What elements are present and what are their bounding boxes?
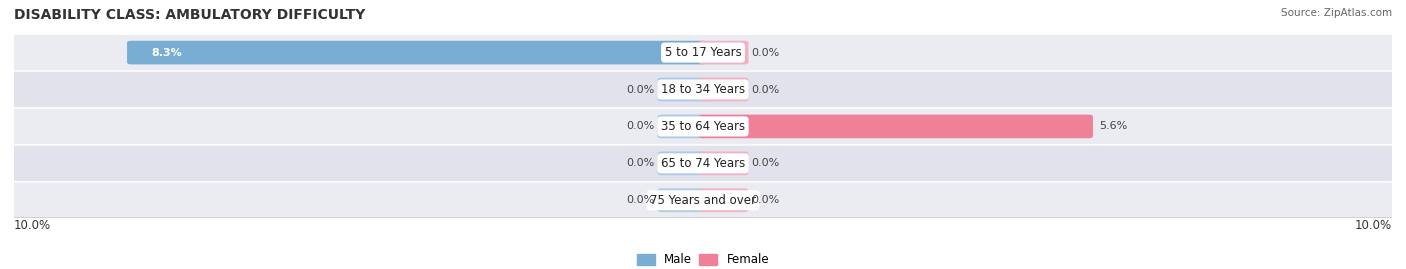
Text: 0.0%: 0.0% [751,84,779,94]
FancyBboxPatch shape [699,78,748,101]
Text: 0.0%: 0.0% [751,48,779,58]
Legend: Male, Female: Male, Female [633,249,773,269]
FancyBboxPatch shape [658,78,707,101]
Text: 18 to 34 Years: 18 to 34 Years [661,83,745,96]
Text: 75 Years and over: 75 Years and over [650,194,756,207]
FancyBboxPatch shape [699,115,1092,138]
FancyBboxPatch shape [6,183,1400,218]
Text: 5.6%: 5.6% [1099,121,1128,132]
FancyBboxPatch shape [658,151,707,175]
Text: 0.0%: 0.0% [751,158,779,168]
Text: 0.0%: 0.0% [627,195,655,205]
Text: 35 to 64 Years: 35 to 64 Years [661,120,745,133]
FancyBboxPatch shape [699,151,748,175]
Text: 5 to 17 Years: 5 to 17 Years [665,46,741,59]
Text: 0.0%: 0.0% [751,195,779,205]
FancyBboxPatch shape [6,109,1400,144]
Text: 65 to 74 Years: 65 to 74 Years [661,157,745,170]
FancyBboxPatch shape [127,41,707,64]
FancyBboxPatch shape [658,189,707,212]
FancyBboxPatch shape [658,115,707,138]
Text: Source: ZipAtlas.com: Source: ZipAtlas.com [1281,8,1392,18]
Text: 0.0%: 0.0% [627,158,655,168]
FancyBboxPatch shape [6,72,1400,107]
FancyBboxPatch shape [6,35,1400,70]
Text: 10.0%: 10.0% [14,219,51,232]
FancyBboxPatch shape [699,41,748,64]
FancyBboxPatch shape [699,189,748,212]
Text: 8.3%: 8.3% [152,48,183,58]
Text: 10.0%: 10.0% [1355,219,1392,232]
Text: 0.0%: 0.0% [627,84,655,94]
Text: 0.0%: 0.0% [627,121,655,132]
FancyBboxPatch shape [6,146,1400,181]
Text: DISABILITY CLASS: AMBULATORY DIFFICULTY: DISABILITY CLASS: AMBULATORY DIFFICULTY [14,8,366,22]
